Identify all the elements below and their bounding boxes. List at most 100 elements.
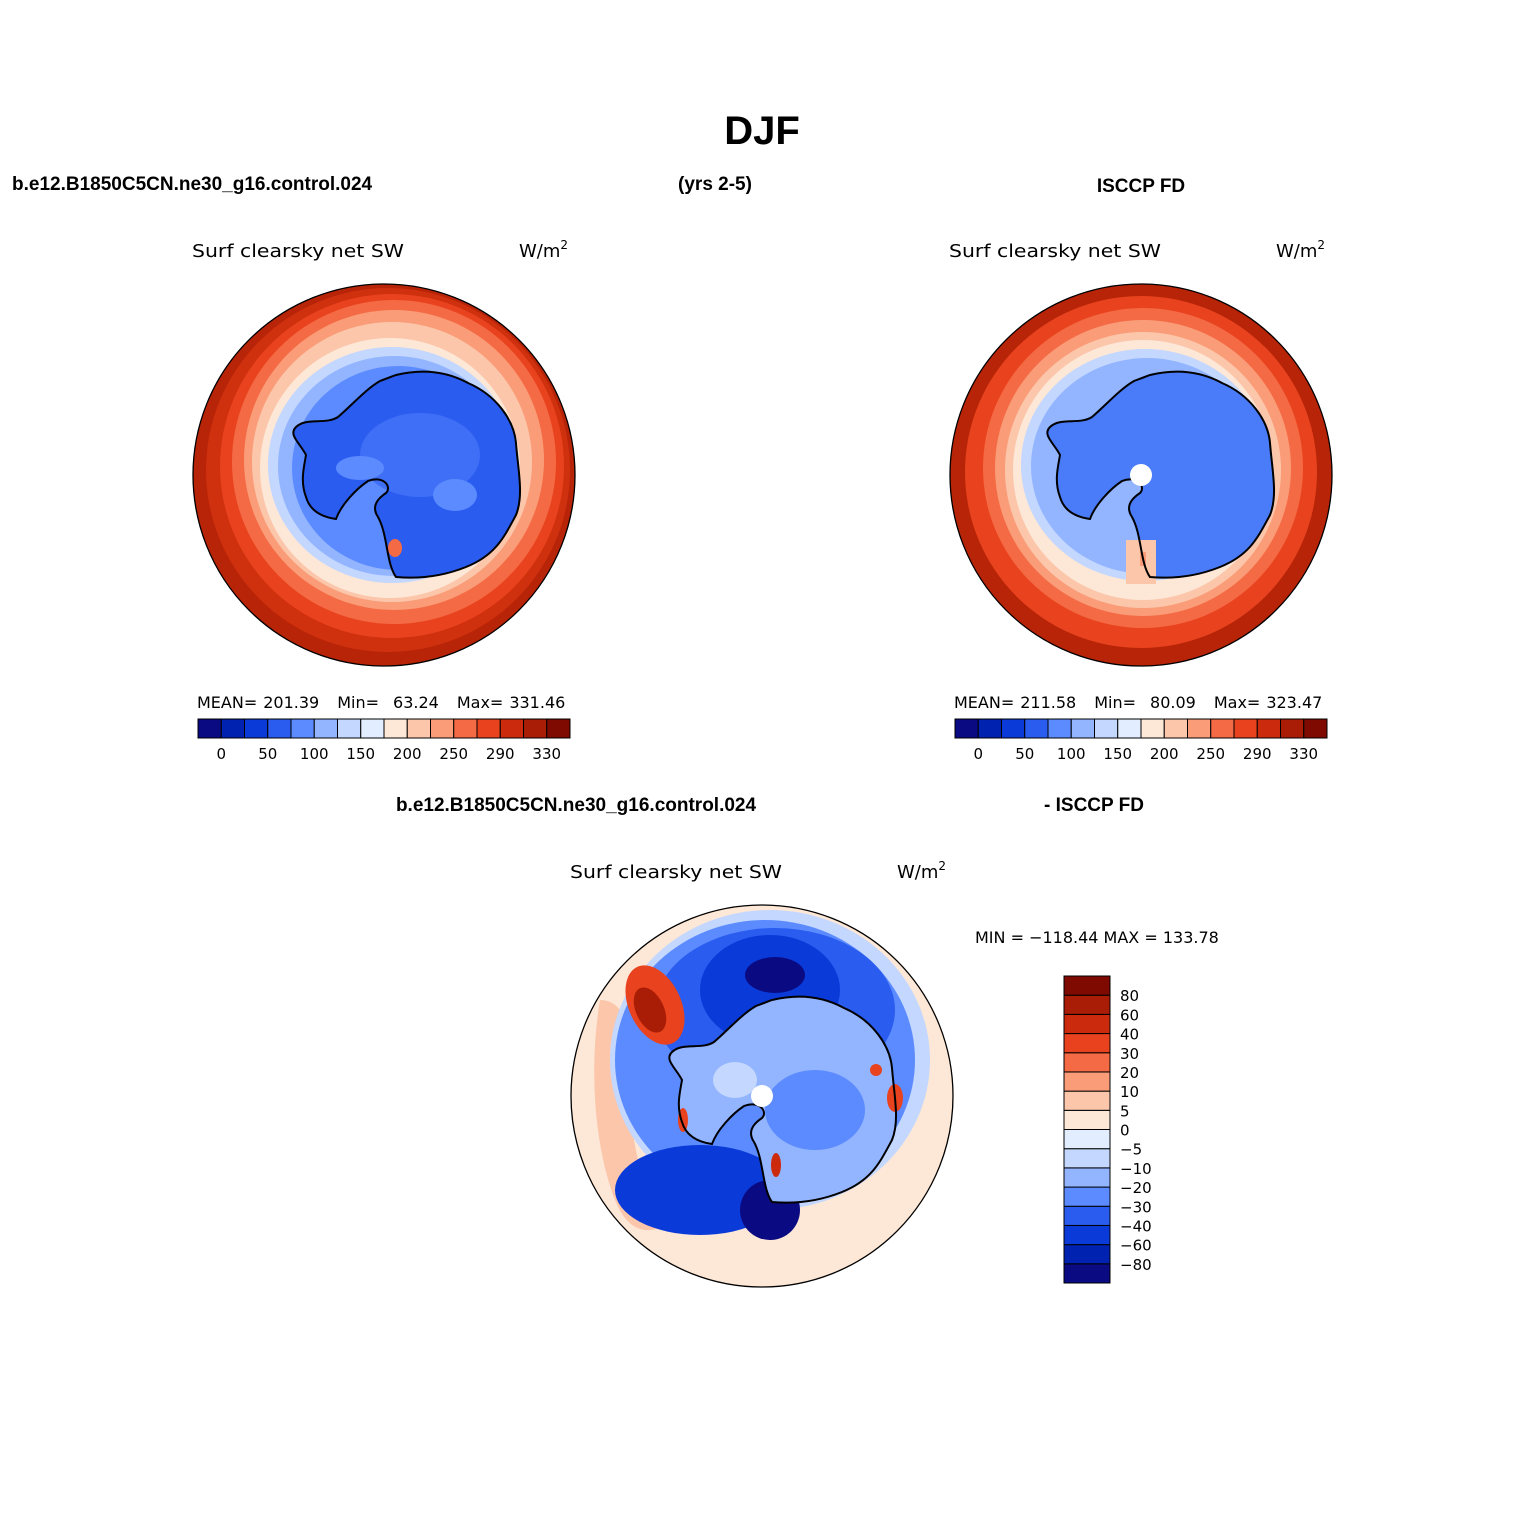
- obs-colorbar-tick-label: 0: [973, 745, 983, 763]
- case-name-label: b.e12.B1850C5CN.ne30_g16.control.024: [12, 174, 373, 195]
- model-colorbar-tick-label: 330: [532, 745, 561, 763]
- diff-colorbar-box: [1063, 1090, 1111, 1111]
- diff-colorbar-tick-label: −80: [1120, 1256, 1152, 1274]
- diff-colorbar-box: [1063, 1263, 1111, 1284]
- diff-variable-label: Surf clearsky net SW: [570, 862, 782, 883]
- model-colorbar-tick-label: 250: [439, 745, 468, 763]
- obs-colorbar-tick-label: 50: [1015, 745, 1034, 763]
- model-colorbar-tick-label: 100: [300, 745, 329, 763]
- diff-colorbar-box: [1063, 1148, 1111, 1169]
- obs-colorbar-box: [1256, 718, 1281, 739]
- obs-map: [950, 284, 1332, 666]
- diff-colorbar-tick-label: 20: [1120, 1064, 1139, 1082]
- obs-colorbar-box: [1163, 718, 1188, 739]
- model-variable-label: Surf clearsky net SW: [192, 241, 404, 262]
- diff-colorbar-box: [1063, 1109, 1111, 1130]
- obs-colorbar-tick-label: 100: [1057, 745, 1086, 763]
- model-colorbar-tick-label: 50: [258, 745, 277, 763]
- diff-colorbar-box: [1063, 1033, 1111, 1054]
- obs-colorbar-tick-label: 330: [1289, 745, 1318, 763]
- model-colorbar-tick-label: 200: [393, 745, 422, 763]
- model-units-label: W/m2: [519, 238, 568, 262]
- model-colorbar-box: [453, 718, 478, 739]
- diff-minmax-label: MIN = −118.44 MAX = 133.78: [975, 928, 1219, 947]
- obs-colorbar-box: [1233, 718, 1258, 739]
- model-panel: Surf clearsky net SW W/m2 MEAN= 201.39 Min…: [192, 238, 576, 763]
- model-colorbar-box: [523, 718, 548, 739]
- model-map: [193, 284, 575, 666]
- diff-colorbar-box: [1063, 1186, 1111, 1207]
- obs-name-label: ISCCP FD: [1097, 176, 1185, 197]
- diff-colorbar-tick-label: −5: [1120, 1141, 1142, 1159]
- model-stats: MEAN= 201.39 Min= 63.24 Max= 331.46: [197, 693, 565, 712]
- diff-panel: Surf clearsky net SW W/m2 MIN = −118.: [570, 859, 1219, 1288]
- diff-colorbar-tick-label: −60: [1120, 1237, 1152, 1255]
- model-colorbar-box: [244, 718, 269, 739]
- model-map-border: [192, 283, 576, 667]
- obs-colorbar-tick-label: 150: [1103, 745, 1132, 763]
- obs-colorbar-box: [1210, 718, 1235, 739]
- diff-map: [571, 905, 953, 1287]
- model-colorbar-box: [337, 718, 362, 739]
- model-colorbar-box: [476, 718, 501, 739]
- diff-colorbar-box: [1063, 1224, 1111, 1246]
- obs-colorbar-box: [977, 718, 1002, 739]
- obs-colorbar-box: [1024, 718, 1049, 739]
- model-colorbar-tick-label: 150: [346, 745, 375, 763]
- years-label: (yrs 2-5): [678, 174, 752, 195]
- diff-colorbar-box: [1063, 1071, 1111, 1092]
- diff-colorbar-tick-label: 60: [1120, 1006, 1139, 1024]
- diff-colorbar-box: [1063, 1167, 1111, 1188]
- model-colorbar-box: [499, 718, 524, 739]
- diff-colorbar-box: [1063, 1052, 1111, 1073]
- diff-colorbar-tick-label: 30: [1120, 1045, 1139, 1063]
- diff-colorbar-box: [1063, 975, 1111, 996]
- model-colorbar-box: [430, 718, 455, 739]
- model-colorbar-box: [383, 718, 408, 739]
- model-colorbar-tick-label: 0: [216, 745, 226, 763]
- model-colorbar-box: [220, 718, 245, 739]
- diff-colorbar-tick-label: 80: [1120, 987, 1139, 1005]
- obs-colorbar-box: [1303, 718, 1328, 739]
- obs-colorbar-tick-label: 250: [1196, 745, 1225, 763]
- obs-variable-label: Surf clearsky net SW: [949, 241, 1161, 262]
- obs-colorbar-tick-label: 290: [1243, 745, 1272, 763]
- model-colorbar-box: [360, 718, 385, 739]
- model-colorbar-box: [406, 718, 431, 739]
- model-colorbar: 0 50 100 150 200 250 290 330: [197, 718, 571, 763]
- model-colorbar-box: [267, 718, 292, 739]
- diff-case-name-label: b.e12.B1850C5CN.ne30_g16.control.024: [396, 795, 757, 816]
- diff-colorbar-box: [1063, 994, 1111, 1015]
- diff-units-label: W/m2: [897, 859, 946, 883]
- obs-colorbar-box: [1187, 718, 1212, 739]
- diff-colorbar-box: [1063, 1013, 1111, 1035]
- obs-units-label: W/m2: [1276, 238, 1325, 262]
- obs-colorbar-box: [1094, 718, 1119, 739]
- diff-colorbar-tick-label: 40: [1120, 1026, 1139, 1044]
- obs-map-border: [949, 283, 1333, 667]
- diff-colorbar-tick-label: −30: [1120, 1198, 1152, 1216]
- diff-colorbar-box: [1063, 1129, 1111, 1150]
- obs-colorbar-box: [1001, 718, 1026, 739]
- diff-colorbar-tick-label: −20: [1120, 1179, 1152, 1197]
- diff-colorbar-box: [1063, 1205, 1111, 1226]
- model-colorbar-tick-label: 290: [486, 745, 515, 763]
- obs-colorbar-tick-label: 200: [1150, 745, 1179, 763]
- obs-colorbar-box: [1140, 718, 1165, 739]
- obs-stats: MEAN= 211.58 Min= 80.09 Max= 323.47: [954, 693, 1322, 712]
- diff-colorbar-tick-label: 5: [1120, 1102, 1130, 1120]
- diff-obs-name-label: - ISCCP FD: [1044, 795, 1144, 816]
- obs-colorbar: 0 50 100 150 200 250 290 330: [954, 718, 1328, 763]
- obs-colorbar-box: [1280, 718, 1305, 739]
- obs-colorbar-box: [1070, 718, 1095, 739]
- obs-colorbar-box: [954, 718, 979, 739]
- model-colorbar-box: [197, 718, 222, 739]
- diff-colorbar-tick-label: −40: [1120, 1217, 1152, 1235]
- diff-colorbar-tick-label: 0: [1120, 1122, 1130, 1140]
- obs-panel: Surf clearsky net SW W/m2 MEAN= 211.58 Min…: [949, 238, 1333, 763]
- diff-colorbar-tick-label: 10: [1120, 1083, 1139, 1101]
- diff-colorbar-box: [1063, 1244, 1111, 1265]
- model-colorbar-box: [313, 718, 338, 739]
